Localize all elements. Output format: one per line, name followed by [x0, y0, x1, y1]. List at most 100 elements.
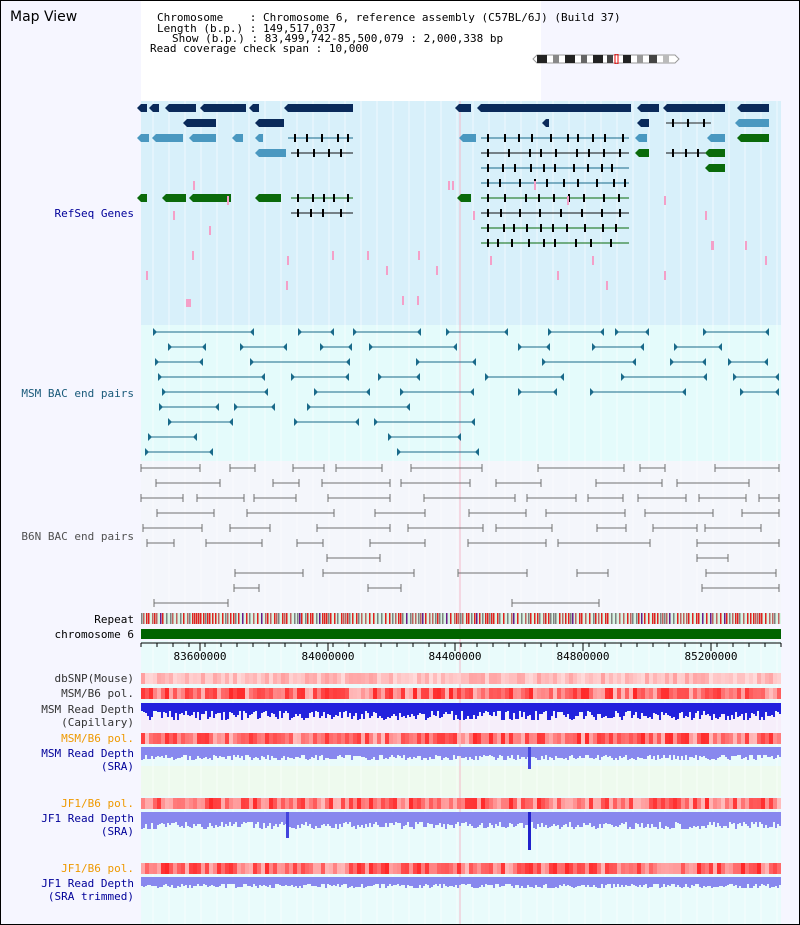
depth-bar	[255, 703, 257, 711]
polymorphism-cell	[681, 798, 685, 809]
depth-bar	[431, 747, 433, 759]
polymorphism-cell	[401, 688, 405, 699]
depth-bar	[393, 877, 395, 885]
polymorphism-cell	[193, 673, 197, 684]
snp-mark	[436, 266, 438, 275]
chromosome-ideogram[interactable]	[531, 54, 681, 64]
depth-bar	[435, 812, 437, 825]
depth-bar	[499, 877, 501, 887]
depth-bar	[389, 747, 391, 757]
depth-bar	[595, 877, 597, 887]
depth-bar	[713, 877, 715, 887]
gene-exon	[322, 209, 324, 217]
polymorphism-cell	[193, 688, 197, 699]
depth-bar	[219, 812, 221, 826]
polymorphism-cell	[629, 733, 633, 744]
bac-end-marker	[417, 328, 421, 336]
depth-bar	[605, 703, 607, 716]
repeat-element	[310, 613, 312, 624]
repeat-element	[143, 613, 145, 624]
depth-bar	[349, 747, 351, 755]
gene-exon	[622, 134, 624, 142]
bac-end-marker	[155, 358, 159, 366]
repeat-element	[373, 613, 375, 624]
depth-bar	[311, 812, 313, 828]
polymorphism-cell	[717, 688, 721, 699]
depth-bar	[145, 877, 147, 886]
depth-bar	[733, 877, 735, 886]
depth-bar	[489, 877, 491, 885]
depth-bar	[223, 812, 225, 827]
polymorphism-cell	[393, 863, 397, 874]
depth-bar	[339, 747, 341, 755]
repeat-element	[772, 613, 774, 624]
depth-bar	[615, 812, 617, 826]
depth-bar	[215, 877, 217, 887]
polymorphism-cell	[357, 688, 361, 699]
gene-exon	[672, 119, 674, 127]
polymorphism-cell	[309, 688, 313, 699]
depth-bar	[157, 747, 159, 756]
bac-end-marker	[291, 373, 295, 381]
depth-bar	[533, 703, 535, 720]
depth-bar	[531, 747, 533, 757]
polymorphism-cell	[469, 688, 473, 699]
depth-bar	[179, 703, 181, 714]
depth-bar	[339, 703, 341, 712]
depth-bar	[205, 747, 207, 757]
depth-bar	[761, 877, 763, 884]
depth-bar	[497, 703, 499, 711]
depth-bar	[343, 877, 345, 884]
depth-bar	[299, 877, 301, 886]
depth-bar	[513, 703, 515, 713]
polymorphism-cell	[337, 673, 341, 684]
depth-bar	[181, 703, 183, 713]
depth-bar	[699, 703, 701, 719]
repeat-element	[774, 613, 776, 624]
polymorphism-cell	[157, 688, 161, 699]
depth-bar	[601, 747, 603, 757]
polymorphism-cell	[469, 673, 473, 684]
depth-bar	[459, 812, 461, 826]
depth-bar	[607, 747, 609, 757]
polymorphism-cell	[429, 673, 433, 684]
polymorphism-cell	[609, 733, 613, 744]
depth-bar	[769, 812, 771, 827]
polymorphism-cell	[577, 863, 581, 874]
depth-bar	[619, 877, 621, 887]
snp-mark	[173, 211, 175, 220]
bac-end-marker	[703, 373, 707, 381]
depth-bar	[323, 877, 325, 884]
depth-bar	[647, 877, 649, 888]
polymorphism-cell	[645, 798, 649, 809]
depth-bar	[349, 703, 351, 713]
depth-bar	[315, 877, 317, 886]
polymorphism-cell	[441, 673, 445, 684]
repeat-element	[683, 613, 685, 624]
bac-end-marker	[168, 343, 172, 351]
depth-bar	[365, 747, 367, 758]
depth-bar	[201, 703, 203, 714]
snp-mark	[193, 181, 195, 190]
depth-bar	[569, 812, 571, 822]
polymorphism-cell	[661, 863, 665, 874]
polymorphism-cell	[361, 863, 365, 874]
depth-bar	[353, 877, 355, 888]
depth-bar	[681, 812, 683, 829]
depth-bar	[611, 877, 613, 888]
depth-bar	[249, 812, 251, 822]
polymorphism-cell	[281, 863, 285, 874]
depth-bar	[633, 812, 635, 829]
polymorphism-cell	[221, 688, 225, 699]
depth-bar	[521, 812, 523, 823]
depth-bar	[149, 812, 151, 829]
depth-bar	[361, 747, 363, 757]
depth-bar	[737, 812, 739, 824]
repeat-element	[305, 613, 307, 624]
jf1-depth-sra-label: JF1 Read Depth	[41, 812, 134, 825]
repeat-element	[559, 613, 561, 624]
polymorphism-cell	[433, 673, 437, 684]
depth-bar	[239, 747, 241, 758]
polymorphism-cell	[509, 863, 513, 874]
depth-bar	[271, 812, 273, 829]
